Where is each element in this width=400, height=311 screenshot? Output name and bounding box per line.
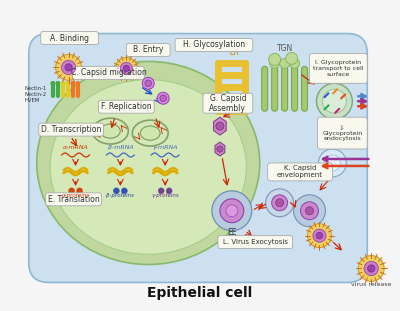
Text: β-proteins: β-proteins xyxy=(106,193,134,198)
Text: H. Glycosylation: H. Glycosylation xyxy=(183,40,245,49)
Text: B. Entry: B. Entry xyxy=(133,45,164,54)
Text: β-mRNA: β-mRNA xyxy=(108,145,133,150)
Circle shape xyxy=(300,202,318,220)
Circle shape xyxy=(166,188,172,194)
Circle shape xyxy=(123,65,129,72)
Ellipse shape xyxy=(37,61,260,265)
Circle shape xyxy=(120,63,132,74)
Text: HVEM: HVEM xyxy=(25,98,40,103)
Circle shape xyxy=(66,81,70,85)
Circle shape xyxy=(113,188,119,194)
Circle shape xyxy=(368,265,375,272)
Text: K. Capsid
envelopment: K. Capsid envelopment xyxy=(277,165,323,179)
Circle shape xyxy=(61,81,65,85)
Circle shape xyxy=(115,58,137,79)
Text: D. Transcription: D. Transcription xyxy=(41,125,101,134)
Circle shape xyxy=(324,155,340,171)
Circle shape xyxy=(316,83,352,119)
Text: J.
Glycoprotein
endocytosis: J. Glycoprotein endocytosis xyxy=(322,125,362,142)
Text: A. Binding: A. Binding xyxy=(50,34,89,43)
Circle shape xyxy=(216,122,224,130)
Text: virus release: virus release xyxy=(351,282,392,287)
Circle shape xyxy=(270,58,280,68)
FancyBboxPatch shape xyxy=(29,34,367,282)
Circle shape xyxy=(121,188,127,194)
Circle shape xyxy=(294,195,326,227)
Circle shape xyxy=(226,205,238,217)
FancyBboxPatch shape xyxy=(126,44,170,56)
Circle shape xyxy=(62,60,76,75)
FancyBboxPatch shape xyxy=(272,67,278,111)
FancyBboxPatch shape xyxy=(302,67,308,111)
Ellipse shape xyxy=(100,124,120,138)
Circle shape xyxy=(286,53,298,64)
FancyBboxPatch shape xyxy=(39,123,104,136)
Text: C. Capsid migration: C. Capsid migration xyxy=(70,68,146,77)
FancyBboxPatch shape xyxy=(72,67,144,79)
FancyBboxPatch shape xyxy=(262,67,268,111)
Circle shape xyxy=(70,81,74,85)
Circle shape xyxy=(358,256,384,281)
Circle shape xyxy=(276,199,284,207)
Circle shape xyxy=(76,81,80,85)
Circle shape xyxy=(322,89,346,113)
Text: EE: EE xyxy=(227,228,237,237)
FancyBboxPatch shape xyxy=(46,193,102,206)
Text: Nectin-2: Nectin-2 xyxy=(25,92,47,97)
Text: TGN: TGN xyxy=(276,44,293,53)
Circle shape xyxy=(266,189,294,217)
Text: L. Virus Exocytosis: L. Virus Exocytosis xyxy=(223,239,288,245)
FancyBboxPatch shape xyxy=(282,67,288,111)
Text: G. Capsid
Assembly: G. Capsid Assembly xyxy=(210,94,246,113)
Circle shape xyxy=(68,188,74,194)
Circle shape xyxy=(316,232,323,239)
Circle shape xyxy=(65,64,72,71)
FancyBboxPatch shape xyxy=(310,53,367,83)
Circle shape xyxy=(290,58,300,68)
Circle shape xyxy=(217,146,223,152)
Circle shape xyxy=(280,58,290,68)
Circle shape xyxy=(272,195,288,211)
Ellipse shape xyxy=(50,80,246,254)
FancyBboxPatch shape xyxy=(218,236,292,248)
FancyBboxPatch shape xyxy=(98,100,154,113)
Circle shape xyxy=(56,81,60,85)
Text: α-proteins: α-proteins xyxy=(62,193,90,198)
FancyBboxPatch shape xyxy=(318,117,367,149)
FancyBboxPatch shape xyxy=(268,163,332,181)
FancyBboxPatch shape xyxy=(203,93,253,113)
Text: E. Translation: E. Translation xyxy=(48,195,100,204)
FancyBboxPatch shape xyxy=(175,39,253,51)
Polygon shape xyxy=(215,142,225,156)
Circle shape xyxy=(51,81,55,85)
Circle shape xyxy=(313,229,326,242)
Text: I. Glycoprotein
transport to cell
surface: I. Glycoprotein transport to cell surfac… xyxy=(313,60,364,77)
Ellipse shape xyxy=(140,126,160,140)
Circle shape xyxy=(364,261,378,276)
Circle shape xyxy=(142,77,154,89)
Circle shape xyxy=(145,80,152,86)
Circle shape xyxy=(212,191,252,231)
Circle shape xyxy=(308,224,332,248)
Text: Epithelial cell: Epithelial cell xyxy=(147,286,253,300)
FancyBboxPatch shape xyxy=(292,67,298,111)
Circle shape xyxy=(158,188,164,194)
Circle shape xyxy=(56,54,82,80)
Circle shape xyxy=(318,149,346,177)
Text: α-mRNA: α-mRNA xyxy=(63,145,88,150)
Circle shape xyxy=(306,207,314,215)
Circle shape xyxy=(160,95,166,102)
Text: γ-proteins: γ-proteins xyxy=(151,193,179,198)
Circle shape xyxy=(269,53,281,65)
Circle shape xyxy=(157,92,169,104)
Circle shape xyxy=(76,188,82,194)
Text: Nectin-1: Nectin-1 xyxy=(25,86,47,91)
Text: γ-mRNA: γ-mRNA xyxy=(152,145,178,150)
Text: ER: ER xyxy=(230,49,240,58)
Circle shape xyxy=(220,199,244,223)
Text: F. Replication: F. Replication xyxy=(101,102,152,111)
Polygon shape xyxy=(214,117,226,135)
FancyBboxPatch shape xyxy=(41,31,98,44)
